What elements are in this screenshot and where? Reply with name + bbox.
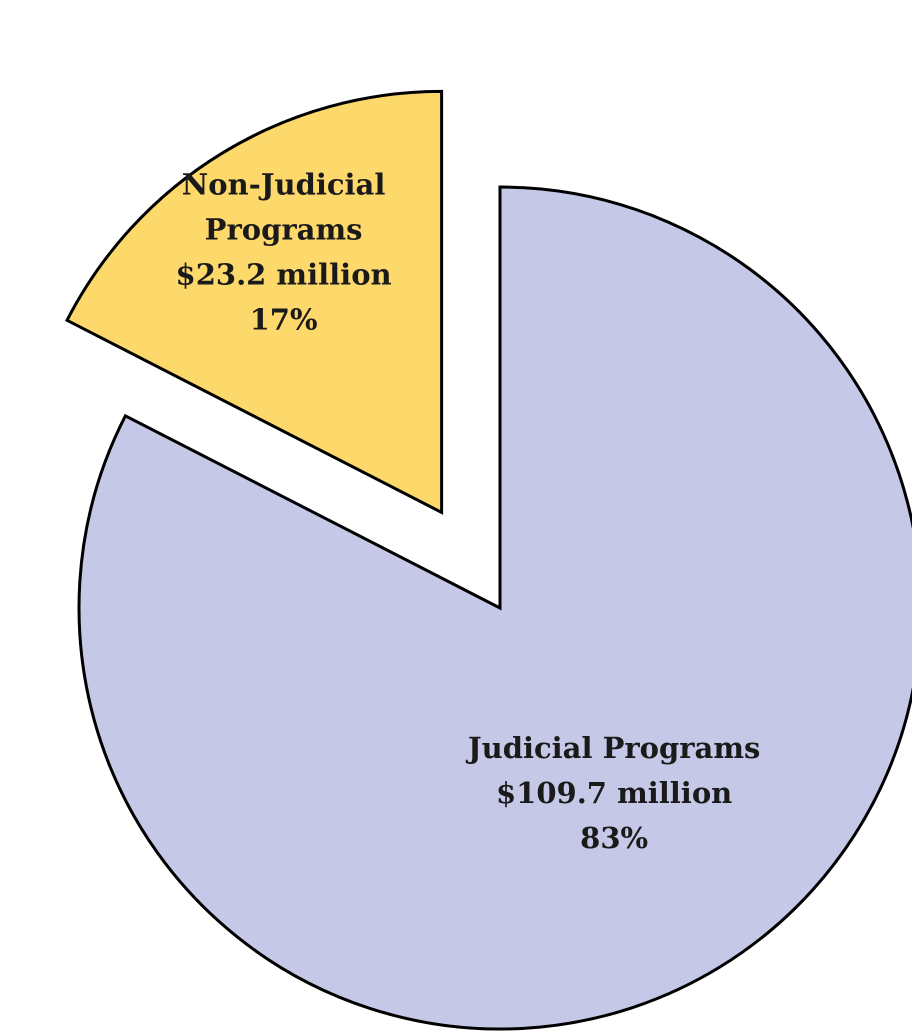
- pie-slice-judicial: [77, 185, 912, 1031]
- slices-layer: [64, 89, 912, 1031]
- slice-label-line: Judicial Programs: [465, 731, 760, 765]
- slice-label-line: $109.7 million: [496, 776, 732, 810]
- slice-label-line: 17%: [250, 302, 318, 336]
- slice-label-line: 83%: [580, 821, 648, 855]
- pie-slice-non-judicial: [64, 89, 444, 515]
- slice-label-non-judicial: Non-Judicial Programs $23.2 million 17%: [176, 167, 392, 336]
- slice-label-judicial: Judicial Programs $109.7 million 83%: [465, 731, 760, 855]
- slice-label-line: $23.2 million: [176, 257, 392, 291]
- labels-layer: Judicial Programs $109.7 million 83% Non-Ju…: [176, 167, 761, 855]
- slice-label-line: Programs: [205, 212, 363, 246]
- slice-label-line: Non-Judicial: [182, 167, 386, 201]
